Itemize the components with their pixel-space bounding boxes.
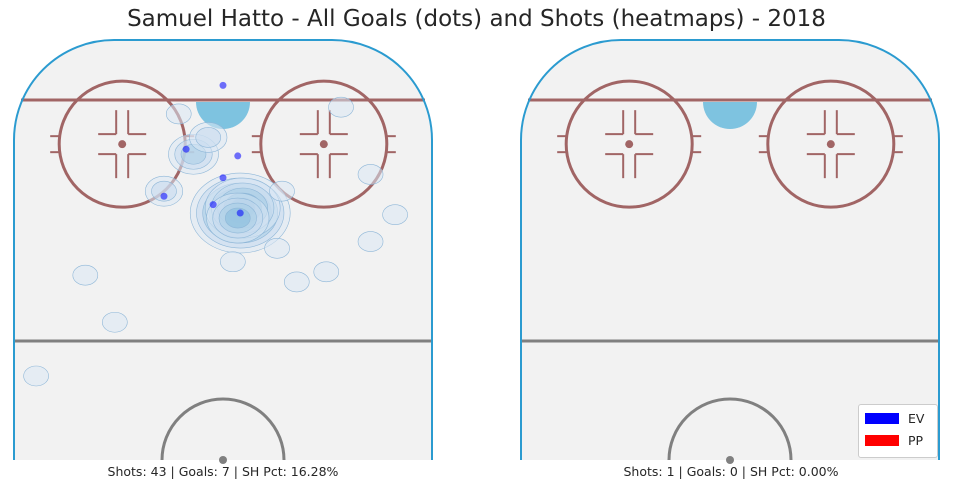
shot-density-contour: [224, 207, 251, 229]
legend-label-pp: PP: [908, 433, 924, 448]
shot-density-contour: [357, 164, 384, 185]
rink-boards: [520, 39, 940, 460]
shot-density-contour: [357, 231, 384, 252]
goal-point: [234, 152, 242, 160]
shot-density-contour: [165, 103, 192, 125]
goal-crease: [703, 102, 757, 129]
faceoff-dot: [826, 140, 835, 149]
panel-caption-right: Shots: 1 | Goals: 0 | SH Pct: 0.00%: [623, 464, 839, 479]
shot-density-contour: [102, 311, 128, 333]
center-circle: [160, 397, 286, 461]
panel-caption-left: Shots: 43 | Goals: 7 | SH Pct: 16.28%: [107, 464, 339, 479]
goal-point: [236, 209, 244, 217]
rink-boards: [13, 39, 433, 460]
rink-panel-left: [13, 39, 433, 464]
chart-title: Samuel Hatto - All Goals (dots) and Shot…: [127, 6, 826, 32]
faceoff-circle: [766, 79, 896, 209]
faceoff-circle: [564, 79, 694, 209]
legend-entry-pp: PP: [865, 433, 923, 448]
shot-density-contour: [269, 180, 295, 202]
shot-density-contour: [151, 180, 177, 202]
shot-density-contour: [195, 127, 222, 148]
center-dot: [726, 456, 734, 464]
legend-swatch-ev: [865, 413, 899, 424]
goal-point: [182, 145, 190, 153]
legend: EV PP: [858, 404, 938, 458]
shot-density-contour: [72, 264, 99, 286]
center-dot: [219, 456, 227, 464]
shot-density-contour: [23, 365, 49, 387]
faceoff-dot: [319, 140, 328, 149]
shot-density-contour: [283, 271, 310, 293]
faceoff-dot: [625, 140, 634, 149]
goal-point: [219, 81, 227, 89]
shot-density-contour: [328, 96, 354, 118]
shot-density-contour: [313, 261, 340, 283]
legend-entry-ev: EV: [865, 411, 924, 426]
shot-density-contour: [220, 251, 246, 273]
legend-swatch-pp: [865, 435, 899, 446]
goal-point: [219, 174, 227, 182]
rink-panel-right: [520, 39, 940, 464]
center-circle: [667, 397, 793, 461]
goal-point: [209, 201, 217, 209]
faceoff-circle: [259, 79, 389, 209]
shot-density-contour: [382, 204, 408, 226]
goal-point: [160, 192, 168, 200]
legend-label-ev: EV: [908, 411, 925, 426]
faceoff-dot: [118, 140, 127, 149]
shot-density-contour: [264, 238, 290, 259]
